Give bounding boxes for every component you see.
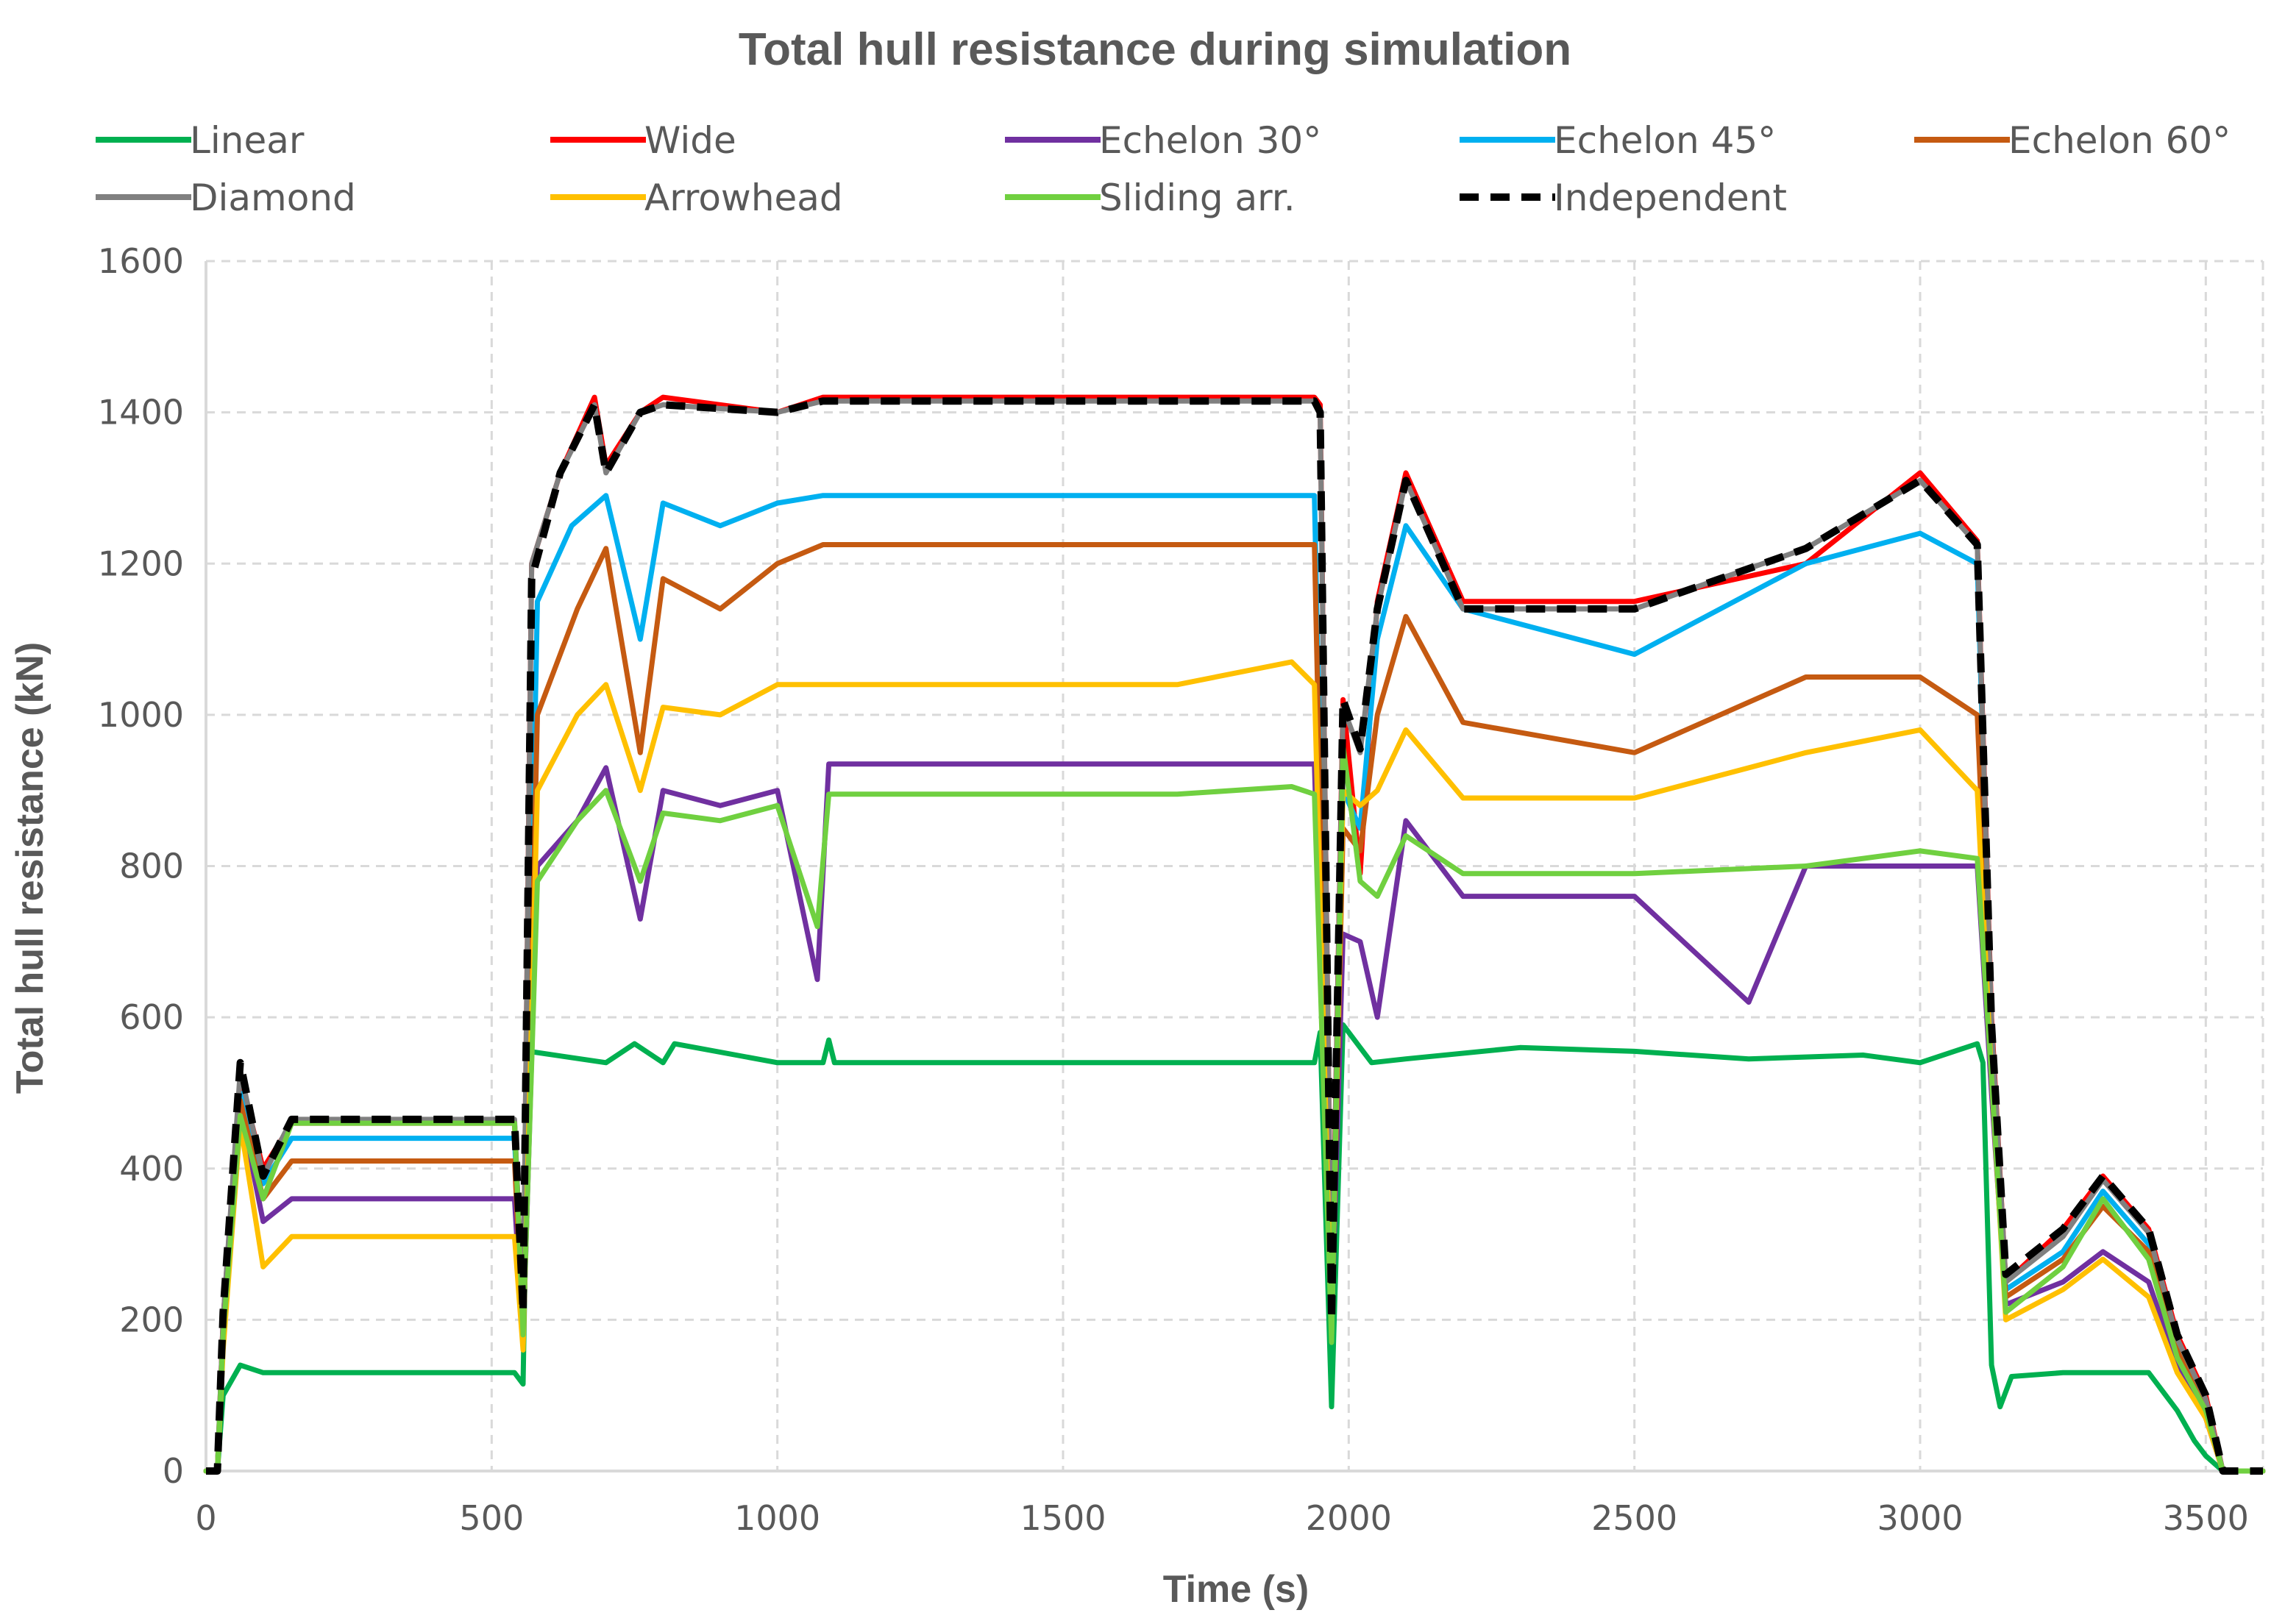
legend-label: Wide: [644, 119, 736, 162]
series-line-wide: [203, 394, 2266, 1474]
y-tick-label: 1600: [98, 241, 184, 281]
y-tick-label: 400: [119, 1149, 184, 1189]
legend-label: Independent: [1554, 177, 1787, 219]
legend-item: Echelon 30°: [1005, 119, 1321, 162]
legend-item: Diamond: [96, 177, 356, 219]
x-tick-label: 3500: [2163, 1498, 2249, 1538]
legend-item: Wide: [550, 119, 736, 162]
legend-item: Echelon 45°: [1460, 119, 1776, 162]
legend-label: Arrowhead: [644, 177, 843, 219]
y-tick-label: 0: [163, 1451, 184, 1491]
y-tick-label: 1200: [98, 544, 184, 583]
x-axis-title: Time (s): [1163, 1568, 1309, 1611]
y-tick-label: 1400: [98, 393, 184, 432]
series-line-sliding-arr: [203, 742, 2266, 1474]
x-tick-label: 500: [459, 1498, 524, 1538]
series-line-arrowhead: [203, 659, 2266, 1474]
legend-label: Echelon 60°: [2008, 119, 2231, 162]
series-line-independent: [206, 397, 2263, 1475]
series-line-linear: [203, 1022, 2266, 1474]
legend: Linear Wide Echelon 30° Echelon 45° Echelon …: [96, 119, 2231, 219]
legend-label: Diamond: [190, 177, 356, 219]
legend-label: Echelon 45°: [1554, 119, 1776, 162]
y-axis-title: Total hull resistance (kN): [9, 642, 51, 1094]
y-tick-label: 200: [119, 1300, 184, 1339]
y-tick-label: 1000: [98, 695, 184, 735]
tick-labels: 0 200 400 600 800 1000 1200 1400 1600 0 500 1000 150…: [98, 241, 2249, 1538]
legend-label: Echelon 30°: [1099, 119, 1321, 162]
legend-item: Sliding arr.: [1005, 177, 1296, 219]
legend-item: Linear: [96, 119, 305, 162]
x-tick-label: 0: [195, 1498, 216, 1538]
series-layer: [203, 394, 2266, 1475]
series-line-diamond: [203, 398, 2266, 1474]
legend-label: Sliding arr.: [1099, 177, 1296, 219]
legend-item: Arrowhead: [550, 177, 843, 219]
y-tick-label: 600: [119, 997, 184, 1037]
chart-title: Total hull resistance during simulation: [739, 24, 1571, 75]
x-tick-label: 2500: [1591, 1498, 1677, 1538]
series-line-echelon-60: [203, 542, 2266, 1474]
series-line-echelon-45: [203, 493, 2266, 1474]
x-tick-label: 1000: [734, 1498, 820, 1538]
legend-item: Echelon 60°: [1914, 119, 2231, 162]
y-tick-label: 800: [119, 847, 184, 886]
legend-label: Linear: [190, 119, 305, 162]
legend-item: Independent: [1460, 177, 1787, 219]
x-tick-label: 3000: [1877, 1498, 1963, 1538]
x-tick-label: 2000: [1306, 1498, 1392, 1538]
x-tick-label: 1500: [1020, 1498, 1106, 1538]
axes: [205, 261, 2263, 1472]
